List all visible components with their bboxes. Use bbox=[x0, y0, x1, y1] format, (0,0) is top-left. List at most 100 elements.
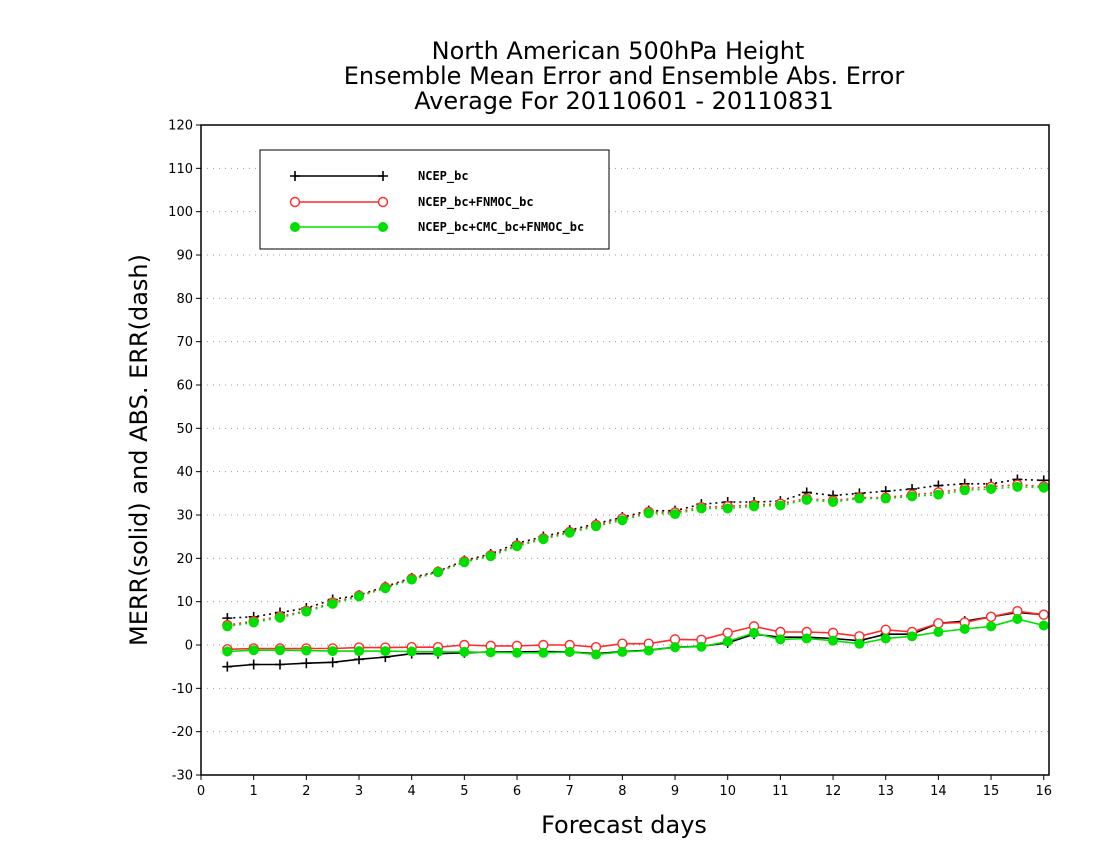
merr-point bbox=[775, 634, 786, 645]
title-line-1: North American 500hPa Height bbox=[432, 37, 805, 65]
merr-point bbox=[617, 638, 628, 649]
abs-err-point bbox=[617, 515, 628, 526]
x-tick-label: 8 bbox=[618, 784, 626, 799]
merr-point bbox=[301, 645, 312, 656]
abs-err-point bbox=[327, 598, 338, 609]
legend-label: NCEP_bc+CMC_bc+FNMOC_bc bbox=[418, 220, 584, 235]
abs-err-point bbox=[801, 494, 812, 505]
merr-point bbox=[880, 624, 891, 636]
x-tick-label: 6 bbox=[513, 784, 521, 799]
abs-err-point bbox=[643, 508, 654, 519]
merr-point bbox=[828, 635, 839, 646]
title-line-3: Average For 20110601 - 20110831 bbox=[414, 87, 834, 115]
legend: NCEP_bc NCEP_bc+FNMOC_bc NCEP_bc+CMC_bc+FN… bbox=[259, 149, 610, 250]
y-tick-label: 40 bbox=[176, 465, 193, 480]
x-tick-label: 7 bbox=[566, 784, 574, 799]
x-tick-label: 0 bbox=[197, 784, 205, 799]
y-tick-label: -30 bbox=[172, 769, 193, 784]
abs-err-point bbox=[275, 612, 286, 623]
y-axis-label: MERR(solid) and ABS. ERR(dash) bbox=[125, 254, 153, 646]
abs-err-point bbox=[880, 493, 891, 504]
abs-err-point bbox=[380, 583, 391, 594]
x-tick-label: 4 bbox=[408, 784, 416, 799]
merr-point bbox=[801, 633, 812, 644]
abs-err-point bbox=[1038, 482, 1049, 493]
abs-err-point bbox=[959, 485, 970, 496]
merr-point bbox=[275, 645, 286, 656]
legend-marker bbox=[377, 196, 389, 208]
y-tick-label: 50 bbox=[176, 422, 193, 437]
plot-frame bbox=[200, 124, 1050, 776]
merr-point bbox=[670, 642, 681, 653]
merr-point bbox=[406, 646, 417, 657]
merr-line bbox=[227, 611, 1044, 668]
x-axis-ticks: 0 1 2 3 4 5 6 7 8 9 10 11 12 13 14 15 16 bbox=[197, 775, 1052, 799]
abs-err-point bbox=[907, 491, 918, 502]
merr-point bbox=[643, 645, 654, 656]
x-tick-label: 15 bbox=[983, 784, 1000, 799]
legend-marker bbox=[378, 222, 388, 232]
merr-point bbox=[722, 636, 733, 647]
abs-err-point bbox=[538, 534, 549, 545]
merr-point bbox=[933, 627, 944, 637]
x-tick-label: 12 bbox=[825, 784, 842, 799]
legend-marker bbox=[378, 171, 388, 181]
merr-point bbox=[433, 646, 444, 657]
abs-err-point bbox=[696, 503, 707, 514]
abs-err-point bbox=[986, 484, 997, 494]
abs-err-point bbox=[354, 591, 365, 602]
x-axis-label: Forecast days bbox=[541, 811, 707, 839]
merr-point bbox=[248, 659, 259, 670]
x-tick-label: 10 bbox=[719, 784, 736, 799]
abs-err-point bbox=[828, 497, 839, 507]
merr-point bbox=[327, 657, 338, 668]
x-tick-label: 2 bbox=[302, 784, 310, 799]
merr-point bbox=[986, 621, 997, 632]
legend-entry-0: NCEP_bc bbox=[290, 169, 469, 184]
x-tick-label: 9 bbox=[671, 784, 679, 799]
merr-point bbox=[222, 646, 233, 657]
x-tick-label: 3 bbox=[355, 784, 363, 799]
merr-point bbox=[301, 658, 312, 669]
y-tick-label: 30 bbox=[176, 509, 193, 524]
merr-point bbox=[985, 611, 997, 623]
abs-err-point bbox=[1012, 481, 1023, 492]
abs-err-point bbox=[459, 557, 470, 568]
x-tick-label: 5 bbox=[460, 784, 468, 799]
merr-point bbox=[564, 646, 575, 657]
merr-point bbox=[1012, 614, 1023, 624]
x-tick-label: 11 bbox=[772, 784, 789, 799]
merr-point bbox=[880, 633, 891, 644]
series bbox=[222, 474, 1049, 672]
y-tick-label: -10 bbox=[172, 682, 193, 697]
x-tick-label: 16 bbox=[1035, 784, 1052, 799]
abs-err-line bbox=[227, 478, 1044, 619]
merr-point bbox=[854, 638, 865, 649]
merr-point bbox=[907, 631, 918, 642]
abs-err-point bbox=[775, 500, 786, 511]
abs-err-point bbox=[933, 489, 944, 500]
y-tick-label: 80 bbox=[176, 292, 193, 307]
y-tick-label: 10 bbox=[176, 595, 193, 610]
merr-point bbox=[696, 641, 707, 652]
abs-err-point bbox=[722, 503, 733, 514]
abs-err-point bbox=[564, 527, 575, 538]
y-tick-label: 90 bbox=[176, 249, 193, 264]
abs-err-point bbox=[854, 493, 865, 504]
abs-err-point bbox=[301, 606, 312, 617]
merr-point bbox=[959, 623, 970, 634]
x-tick-label: 1 bbox=[250, 784, 258, 799]
merr-point bbox=[933, 618, 944, 629]
merr-point bbox=[380, 646, 391, 657]
merr-point bbox=[617, 646, 628, 657]
y-tick-label: 100 bbox=[168, 205, 193, 220]
y-tick-label: 110 bbox=[168, 162, 193, 177]
legend-marker bbox=[289, 196, 301, 208]
y-tick-label: 120 bbox=[168, 119, 193, 134]
abs-err-point bbox=[591, 521, 602, 532]
y-axis-ticks: -30 -20 -10 0 10 20 30 40 50 60 70 80 90 100 110 120 bbox=[168, 119, 201, 784]
merr-point bbox=[275, 659, 286, 670]
abs-err-point bbox=[222, 621, 233, 632]
abs-err-point bbox=[433, 567, 444, 578]
merr-point bbox=[1038, 609, 1049, 620]
